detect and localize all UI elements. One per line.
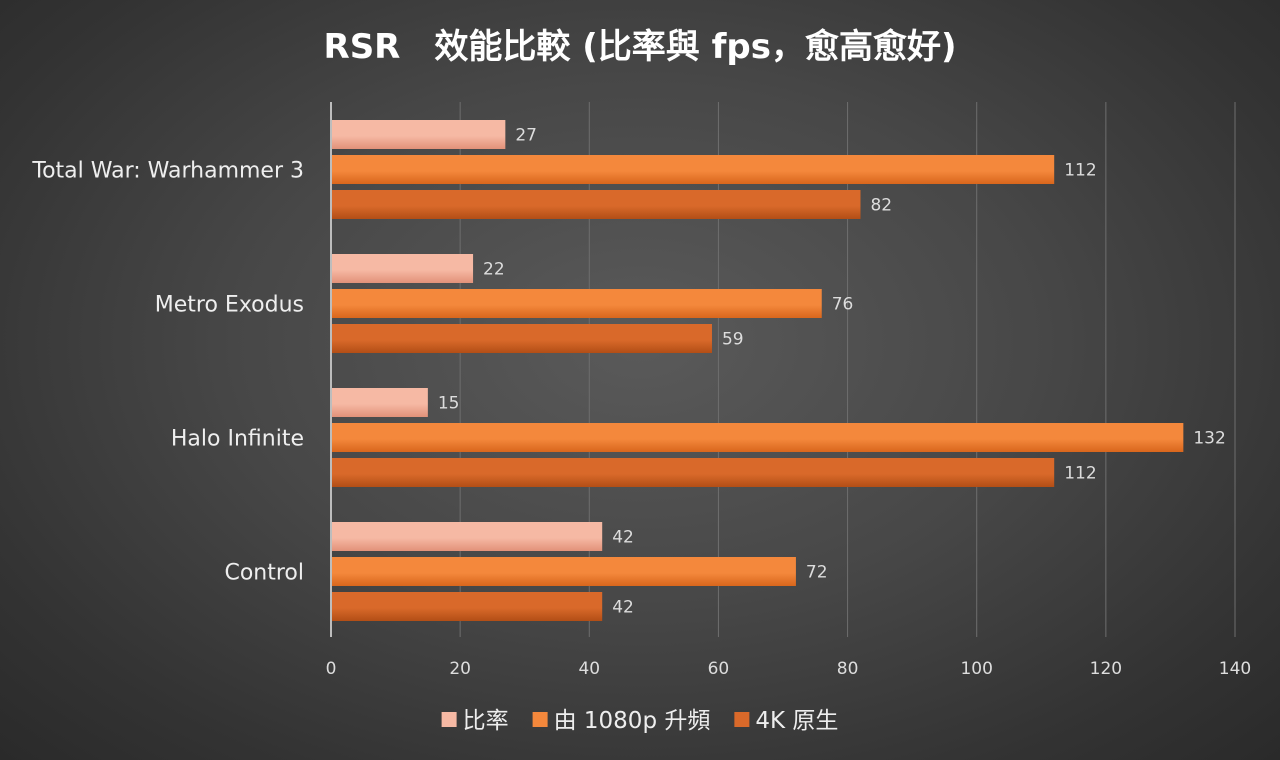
x-tick-label: 40 [578,659,600,679]
data-label: 76 [832,295,854,315]
legend: 比率 由 1080p 升頻 4K 原生 [441,708,838,734]
data-label: 15 [438,394,460,414]
legend-label: 4K 原生 [755,708,838,734]
x-tick-label: 20 [449,659,471,679]
legend-label: 比率 [463,708,509,734]
x-tick-label: 120 [1090,659,1122,679]
bar-0-1 [331,254,474,283]
data-label: 112 [1064,464,1096,484]
x-tick-label: 60 [708,659,730,679]
bar-2-3 [331,592,603,621]
data-label: 22 [483,260,505,280]
category-label: Control [224,561,304,586]
bar-0-2 [331,388,428,417]
legend-item: 4K 原生 [734,708,838,734]
category-label: Halo Infinite [171,427,304,452]
legend-swatch [441,712,457,727]
chart-title: RSR 效能比較 (比率與 fps，愈高愈好) [324,27,957,67]
x-tick-label: 140 [1219,659,1251,679]
x-tick-label: 80 [837,659,859,679]
legend-item: 由 1080p 升頻 [532,708,711,734]
legend-item: 比率 [441,708,509,734]
legend-swatch [532,712,548,727]
bar-0-3 [331,522,603,551]
bar-1-0 [331,155,1055,184]
axes: 0 20 40 60 80 100 120 140 Total War: Warhammer 3… [31,102,1251,679]
data-label: 132 [1193,429,1225,449]
data-label: 72 [806,563,828,583]
bar-0-0 [331,120,506,149]
legend-swatch [734,712,750,727]
category-label: Metro Exodus [155,293,304,318]
data-label: 42 [612,528,634,548]
x-tick-label: 100 [960,659,992,679]
bar-2-0 [331,190,861,219]
data-label: 42 [612,598,634,618]
category-label: Total War: Warhammer 3 [31,159,304,184]
bar-1-1 [331,289,822,318]
data-label: 82 [870,196,892,216]
bar-1-2 [331,423,1184,452]
bar-1-3 [331,557,796,586]
bar-2-1 [331,324,712,353]
bars: 27 112 82 22 76 59 15 132 112 42 72 42 [331,120,1226,621]
data-label: 27 [515,126,537,146]
data-label: 112 [1064,161,1096,181]
data-label: 59 [722,330,744,350]
legend-label: 由 1080p 升頻 [554,708,711,734]
bar-2-2 [331,458,1055,487]
x-tick-label: 0 [326,659,337,679]
